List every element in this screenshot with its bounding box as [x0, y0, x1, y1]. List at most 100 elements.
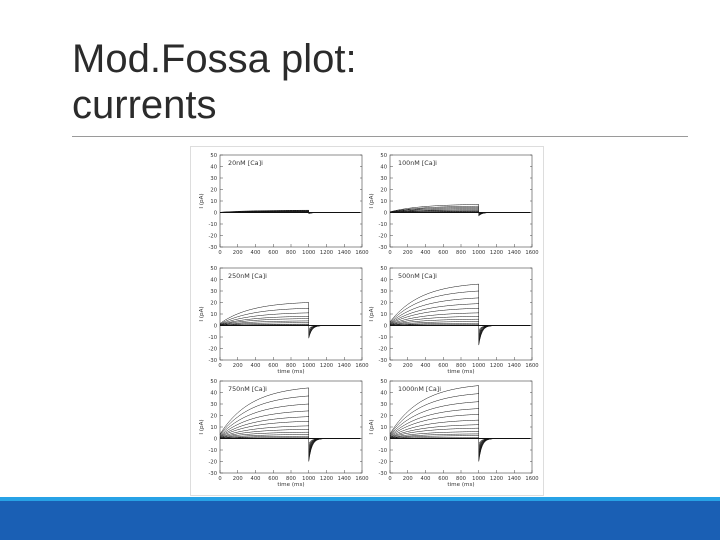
y-tick-label: 20	[380, 301, 387, 307]
x-tick-label: 200	[403, 250, 413, 256]
current-trace	[219, 312, 361, 336]
current-trace	[389, 427, 531, 451]
x-tick-label: 400	[421, 476, 431, 482]
current-trace	[219, 395, 361, 460]
x-tick-label: 1400	[338, 250, 351, 256]
current-trace	[219, 403, 361, 459]
y-tick-label: 10	[210, 312, 217, 318]
y-tick-label: 40	[210, 165, 217, 171]
current-trace	[389, 408, 531, 457]
y-tick-label: -20	[209, 347, 217, 353]
slide-title-line1: Mod.Fossa plot:	[72, 37, 357, 81]
y-tick-label: 20	[210, 414, 217, 420]
y-tick-label: 50	[210, 153, 217, 159]
y-tick-label: -20	[209, 460, 217, 466]
x-tick-label: 400	[421, 250, 431, 256]
plot-frame	[389, 380, 533, 474]
y-tick-label: 30	[210, 402, 217, 408]
y-tick-label: 10	[210, 199, 217, 205]
y-axis-label: I (pA)	[199, 193, 205, 208]
x-tick-label: 1400	[508, 363, 521, 369]
x-tick-label: 200	[233, 476, 243, 482]
panel-title: 100nM [Ca]i	[398, 159, 437, 167]
x-tick-label: 1400	[338, 363, 351, 369]
y-tick-label: -10	[209, 222, 217, 228]
x-tick-label: 800	[286, 476, 296, 482]
current-trace	[219, 410, 361, 457]
current-trace	[389, 414, 531, 455]
panel-title: 1000nM [Ca]i	[398, 385, 441, 393]
y-axis-label: I (pA)	[369, 193, 375, 208]
y-tick-label: -10	[379, 222, 387, 228]
plot-frame	[219, 154, 363, 248]
x-tick-label: 1600	[525, 476, 538, 482]
current-trace	[389, 312, 531, 338]
x-tick-label: 800	[286, 250, 296, 256]
y-axis-label: I (pA)	[199, 306, 205, 321]
y-tick-label: -20	[379, 234, 387, 240]
current-trace	[389, 401, 531, 459]
y-axis-label: I (pA)	[369, 419, 375, 434]
x-tick-label: 1400	[338, 476, 351, 482]
current-trace	[219, 434, 361, 447]
x-tick-label: 800	[286, 363, 296, 369]
x-tick-label: 0	[388, 250, 391, 256]
x-tick-label: 200	[403, 476, 413, 482]
current-trace	[219, 316, 361, 335]
x-tick-label: 1200	[320, 476, 333, 482]
y-tick-label: -30	[209, 358, 217, 364]
current-trace	[219, 416, 361, 455]
y-tick-label: 0	[384, 211, 387, 217]
y-tick-label: 10	[380, 199, 387, 205]
y-tick-label: 40	[380, 391, 387, 397]
x-tick-label: 200	[233, 250, 243, 256]
current-trace	[389, 297, 531, 343]
x-tick-label: 800	[456, 250, 466, 256]
current-trace	[389, 433, 531, 447]
plot-frame	[219, 380, 363, 474]
plot-frame	[389, 267, 533, 361]
slide-title: Mod.Fossa plot: currents	[72, 36, 492, 128]
y-tick-label: -10	[209, 335, 217, 341]
current-trace	[389, 424, 531, 452]
x-tick-label: 1600	[355, 250, 368, 256]
currents-figure: 50 40 30 20 10 0 -10 -20 -30 0 200 400 600 800 1000 120…	[190, 146, 544, 496]
current-trace	[219, 318, 361, 334]
x-tick-label: 1000	[302, 363, 315, 369]
y-tick-label: 50	[380, 379, 387, 385]
current-trace	[389, 290, 531, 344]
current-trace	[219, 429, 361, 451]
x-tick-label: 600	[438, 250, 448, 256]
y-tick-label: 30	[380, 289, 387, 295]
y-tick-label: 30	[380, 402, 387, 408]
current-trace	[219, 302, 361, 339]
y-tick-label: 0	[214, 437, 217, 443]
y-tick-label: -30	[209, 245, 217, 251]
x-tick-label: 1000	[472, 476, 485, 482]
x-tick-label: 400	[421, 363, 431, 369]
y-axis-label: I (pA)	[369, 306, 375, 321]
x-tick-label: 600	[268, 363, 278, 369]
y-tick-label: 10	[210, 425, 217, 431]
panel-title: 20nM [Ca]i	[228, 159, 263, 167]
current-trace	[219, 307, 361, 338]
panel-title: 500nM [Ca]i	[398, 272, 437, 280]
y-tick-label: 0	[384, 437, 387, 443]
y-tick-label: -10	[379, 448, 387, 454]
y-tick-label: 40	[210, 278, 217, 284]
y-tick-label: -20	[379, 460, 387, 466]
y-tick-label: 20	[380, 414, 387, 420]
plot-frame	[219, 267, 363, 361]
x-tick-label: 0	[218, 363, 221, 369]
panel-title: 750nM [Ca]i	[228, 385, 267, 393]
current-trace	[389, 324, 531, 331]
x-tick-label: 400	[251, 476, 261, 482]
slide-title-line2: currents	[72, 83, 217, 127]
x-tick-label: 1000	[472, 363, 485, 369]
x-tick-label: 400	[251, 363, 261, 369]
current-trace	[389, 303, 531, 341]
